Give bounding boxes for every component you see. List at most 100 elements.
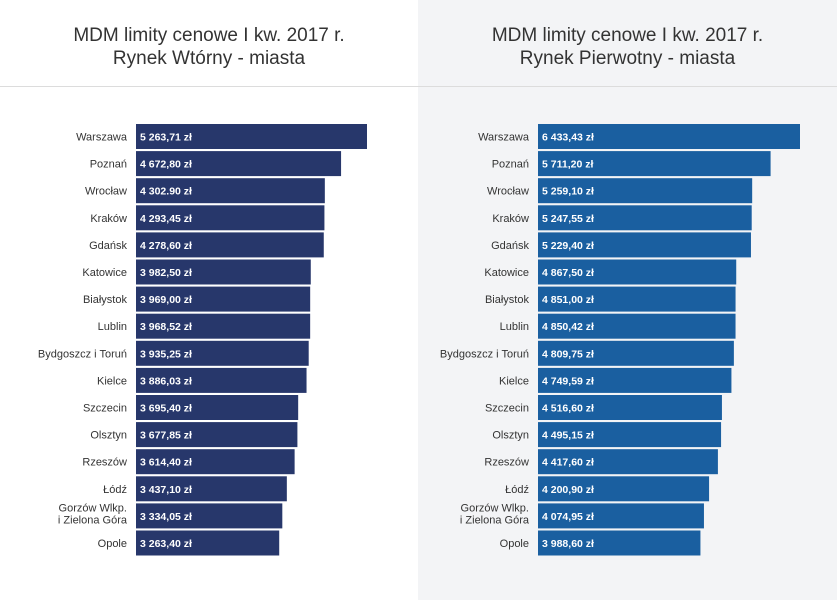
bar [136, 124, 367, 149]
bar [136, 178, 325, 204]
category-label: Kielce [97, 375, 127, 387]
bar-value-label: 5 247,55 zł [542, 213, 594, 225]
bar-value-label: 5 229,40 zł [542, 240, 594, 252]
bar-value-label: 4 851,00 zł [542, 294, 594, 306]
bar [136, 503, 283, 529]
category-label: Wrocław [487, 186, 529, 198]
bar [538, 178, 753, 204]
bar-value-label: 4 302.90 zł [140, 186, 192, 198]
category-label: Szczecin [485, 403, 529, 415]
bar-value-label: 4 293,45 zł [140, 213, 192, 225]
category-label: Olsztyn [90, 430, 127, 442]
bar-value-label: 4 417,60 zł [542, 457, 594, 469]
bar-value-label: 3 935,25 zł [140, 348, 192, 360]
bar-value-label: 4 074,95 zł [542, 511, 594, 523]
bar [136, 151, 342, 177]
bar-chart-secondary-market: 5 263,71 zł Warszawa 4 672,80 zł Poznań 4 30… [38, 124, 367, 556]
bar [538, 151, 771, 177]
bar [136, 232, 324, 258]
bar-value-label: 4 749,59 zł [542, 375, 594, 387]
category-label: Łódź [103, 484, 127, 496]
chart-subtitle: Rynek Pierwotny - miasta [519, 48, 736, 69]
category-label: Łódź [505, 484, 529, 496]
bar-value-label: 3 677,85 zł [140, 430, 192, 442]
category-label: Gorzów Wlkp. i Zielona Góra [58, 502, 128, 526]
bar [136, 476, 287, 502]
category-label: Kraków [492, 213, 529, 225]
title-divider [418, 86, 837, 87]
bar-value-label: 3 263,40 zł [140, 538, 192, 550]
chart-panel-primary-market: MDM limity cenowe I kw. 2017 r. Rynek Pi… [418, 0, 837, 600]
category-label: Gorzów Wlkp. i Zielona Góra [460, 502, 530, 526]
bar [538, 367, 732, 393]
bar [538, 124, 800, 149]
chart-title: MDM limity cenowe I kw. 2017 r. [491, 25, 764, 46]
category-label: Warszawa [76, 132, 128, 144]
chart-title-block: MDM limity cenowe I kw. 2017 r. Rynek Pi… [418, 24, 837, 70]
bar-value-label: 4 278,60 zł [140, 240, 192, 252]
bar [136, 449, 295, 475]
category-label: Białystok [83, 294, 128, 306]
bar-value-label: 3 614,40 zł [140, 457, 192, 469]
bar [538, 530, 701, 556]
bar [136, 313, 311, 339]
bar-value-label: 4 516,60 zł [542, 403, 594, 415]
bar-value-label: 4 200,90 zł [542, 484, 594, 496]
bar-value-label: 4 495,15 zł [542, 430, 594, 442]
bar-value-label: 4 672,80 zł [140, 159, 192, 171]
category-label: Warszawa [478, 132, 530, 144]
category-label: Olsztyn [492, 430, 529, 442]
bar-value-label: 4 850,42 zł [542, 321, 594, 333]
bar-value-label: 4 809,75 zł [542, 348, 594, 360]
bar [538, 503, 704, 529]
bar [136, 530, 280, 556]
bar-value-label: 3 695,40 zł [140, 403, 192, 415]
bar [538, 476, 710, 502]
category-label: Katowice [82, 267, 127, 279]
bar-value-label: 5 711,20 zł [542, 159, 593, 171]
category-label: Białystok [485, 294, 530, 306]
category-label: Gdańsk [89, 240, 127, 252]
bar [136, 259, 311, 285]
bar-value-label: 3 437,10 zł [140, 484, 192, 496]
bar-value-label: 3 969,00 zł [140, 294, 192, 306]
category-label: Kraków [90, 213, 127, 225]
bar-value-label: 6 433,43 zł [542, 132, 594, 144]
category-label: Rzeszów [484, 457, 529, 469]
bar-value-label: 5 263,71 zł [140, 132, 192, 144]
bar [538, 232, 751, 258]
category-label: Gdańsk [491, 240, 529, 252]
category-label: Bydgoszcz i Toruń [38, 348, 127, 360]
category-label: Lublin [98, 321, 127, 333]
bar-value-label: 3 334,05 zł [140, 511, 192, 523]
bar [136, 286, 311, 312]
title-divider [0, 86, 418, 87]
bar-value-label: 4 867,50 zł [542, 267, 594, 279]
bar [136, 340, 309, 366]
bar-value-label: 3 968,52 zł [140, 321, 192, 333]
bar [136, 422, 298, 448]
bar-value-label: 3 988,60 zł [542, 538, 594, 550]
category-label: Poznań [90, 159, 127, 171]
bar-value-label: 3 886,03 zł [140, 375, 192, 387]
bar [538, 205, 752, 231]
chart-subtitle: Rynek Wtórny - miasta [112, 48, 306, 69]
bar-value-label: 5 259,10 zł [542, 186, 594, 198]
category-label: Poznań [492, 159, 529, 171]
category-label: Katowice [484, 267, 529, 279]
bar [538, 259, 737, 285]
category-label: Szczecin [83, 403, 127, 415]
bar [136, 395, 299, 420]
category-label: Wrocław [85, 186, 127, 198]
chart-title: MDM limity cenowe I kw. 2017 r. [73, 25, 345, 46]
bar [136, 205, 325, 231]
bar-chart-primary-market: 6 433,43 zł Warszawa 5 711,20 zł Poznań 5 25… [440, 124, 800, 556]
category-label: Bydgoszcz i Toruń [440, 348, 529, 360]
category-label: Opole [500, 538, 529, 550]
category-label: Opole [98, 538, 127, 550]
chart-title-block: MDM limity cenowe I kw. 2017 r. Rynek Wt… [0, 24, 418, 70]
bar [538, 286, 736, 312]
bar-value-label: 3 982,50 zł [140, 267, 192, 279]
category-label: Kielce [499, 375, 529, 387]
bar [538, 340, 734, 366]
